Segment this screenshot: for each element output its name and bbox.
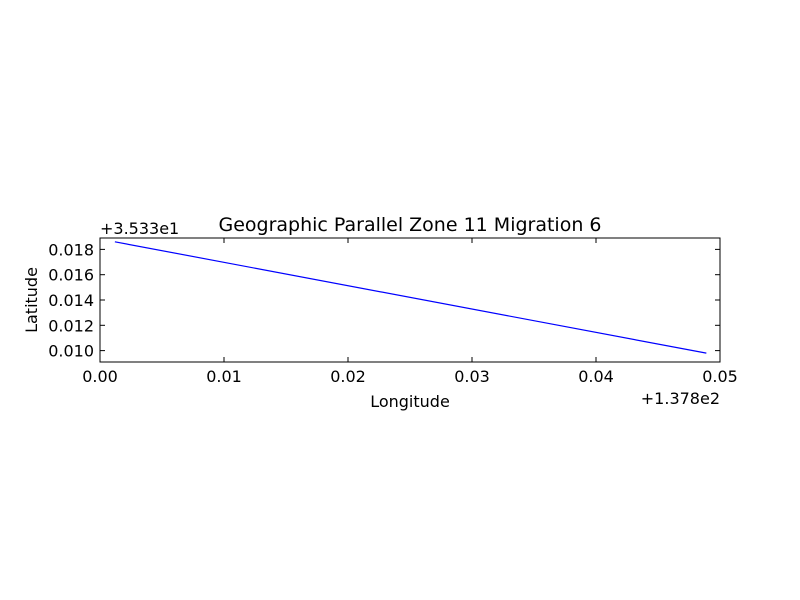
y-axis-label: Latitude [22,267,41,333]
x-axis-label: Longitude [370,392,450,411]
y-axis: 0.010 0.012 0.014 0.016 0.018 [48,240,720,361]
y-tick-label: 0.010 [48,342,94,361]
x-tick-label: 0.03 [454,367,490,386]
y-tick-label: 0.018 [48,240,94,259]
y-tick-label: 0.016 [48,266,94,285]
x-tick-label: 0.01 [206,367,242,386]
chart-title: Geographic Parallel Zone 11 Migration 6 [218,214,601,236]
x-offset-label: +1.378e2 [641,389,720,408]
x-tick-label: 0.02 [330,367,366,386]
plot-frame [99,237,721,363]
plot-area [114,241,707,354]
y-offset-label: +3.533e1 [100,219,179,238]
x-tick-label: 0.05 [702,367,738,386]
x-axis: 0.00 0.01 0.02 0.03 0.04 0.05 [82,238,738,386]
x-tick-label: 0.04 [578,367,614,386]
series-line [114,241,707,354]
y-tick-label: 0.014 [48,291,94,310]
x-tick-label: 0.00 [82,367,118,386]
y-tick-label: 0.012 [48,316,94,335]
